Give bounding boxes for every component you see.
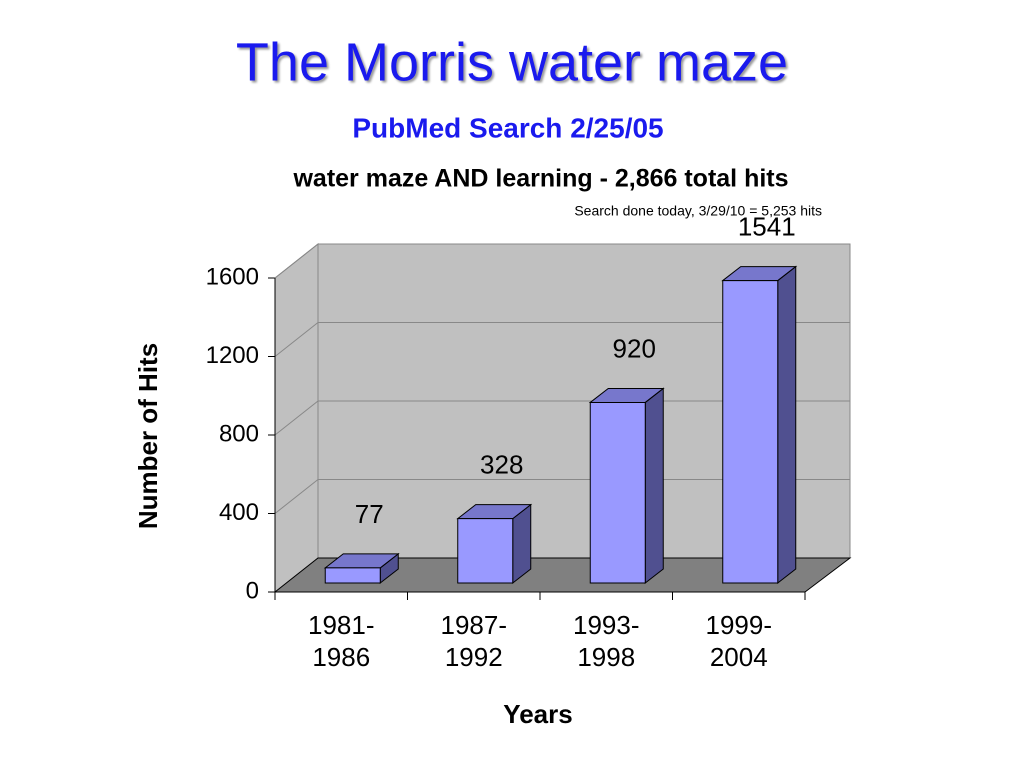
- x-axis-label: Years: [503, 699, 572, 729]
- slide-title: The Morris water maze: [236, 32, 788, 92]
- y-tick-label: 1600: [206, 263, 259, 290]
- x-tick-label: 1993-1998: [573, 610, 640, 672]
- value-label: 77: [355, 499, 384, 529]
- y-axis-label: Number of Hits: [133, 343, 163, 529]
- bar: [323, 552, 400, 585]
- bar-side: [777, 265, 797, 585]
- y-tick-label: 0: [246, 577, 259, 604]
- value-label: 1541: [738, 211, 796, 241]
- x-tick-label: 1999-2004: [705, 610, 773, 672]
- x-tick-label: 1987-1992: [440, 610, 508, 672]
- grid-line: [274, 243, 850, 279]
- bar: [456, 503, 533, 585]
- y-tick-label: 800: [219, 420, 259, 447]
- bar-front: [457, 518, 514, 584]
- bar-front: [722, 280, 779, 584]
- bar-side: [644, 387, 664, 585]
- bar-front: [324, 567, 381, 584]
- bar: [721, 265, 798, 585]
- grid-line: [274, 400, 850, 436]
- value-label: 328: [480, 450, 523, 480]
- grid-line: [274, 322, 850, 357]
- y-tick-label: 400: [219, 499, 259, 526]
- subtitle: PubMed Search 2/25/05: [352, 112, 663, 143]
- value-label: 920: [613, 333, 656, 363]
- bar-front: [589, 401, 646, 584]
- x-tick-label: 1981-1986: [308, 610, 375, 672]
- y-tick-label: 1200: [206, 342, 259, 369]
- grid-line: [274, 479, 850, 514]
- chart-title: water maze AND learning - 2,866 total hi…: [292, 165, 788, 193]
- bar: [588, 387, 665, 585]
- annotation: Search done today, 3/29/10 = 5,253 hits: [574, 203, 822, 219]
